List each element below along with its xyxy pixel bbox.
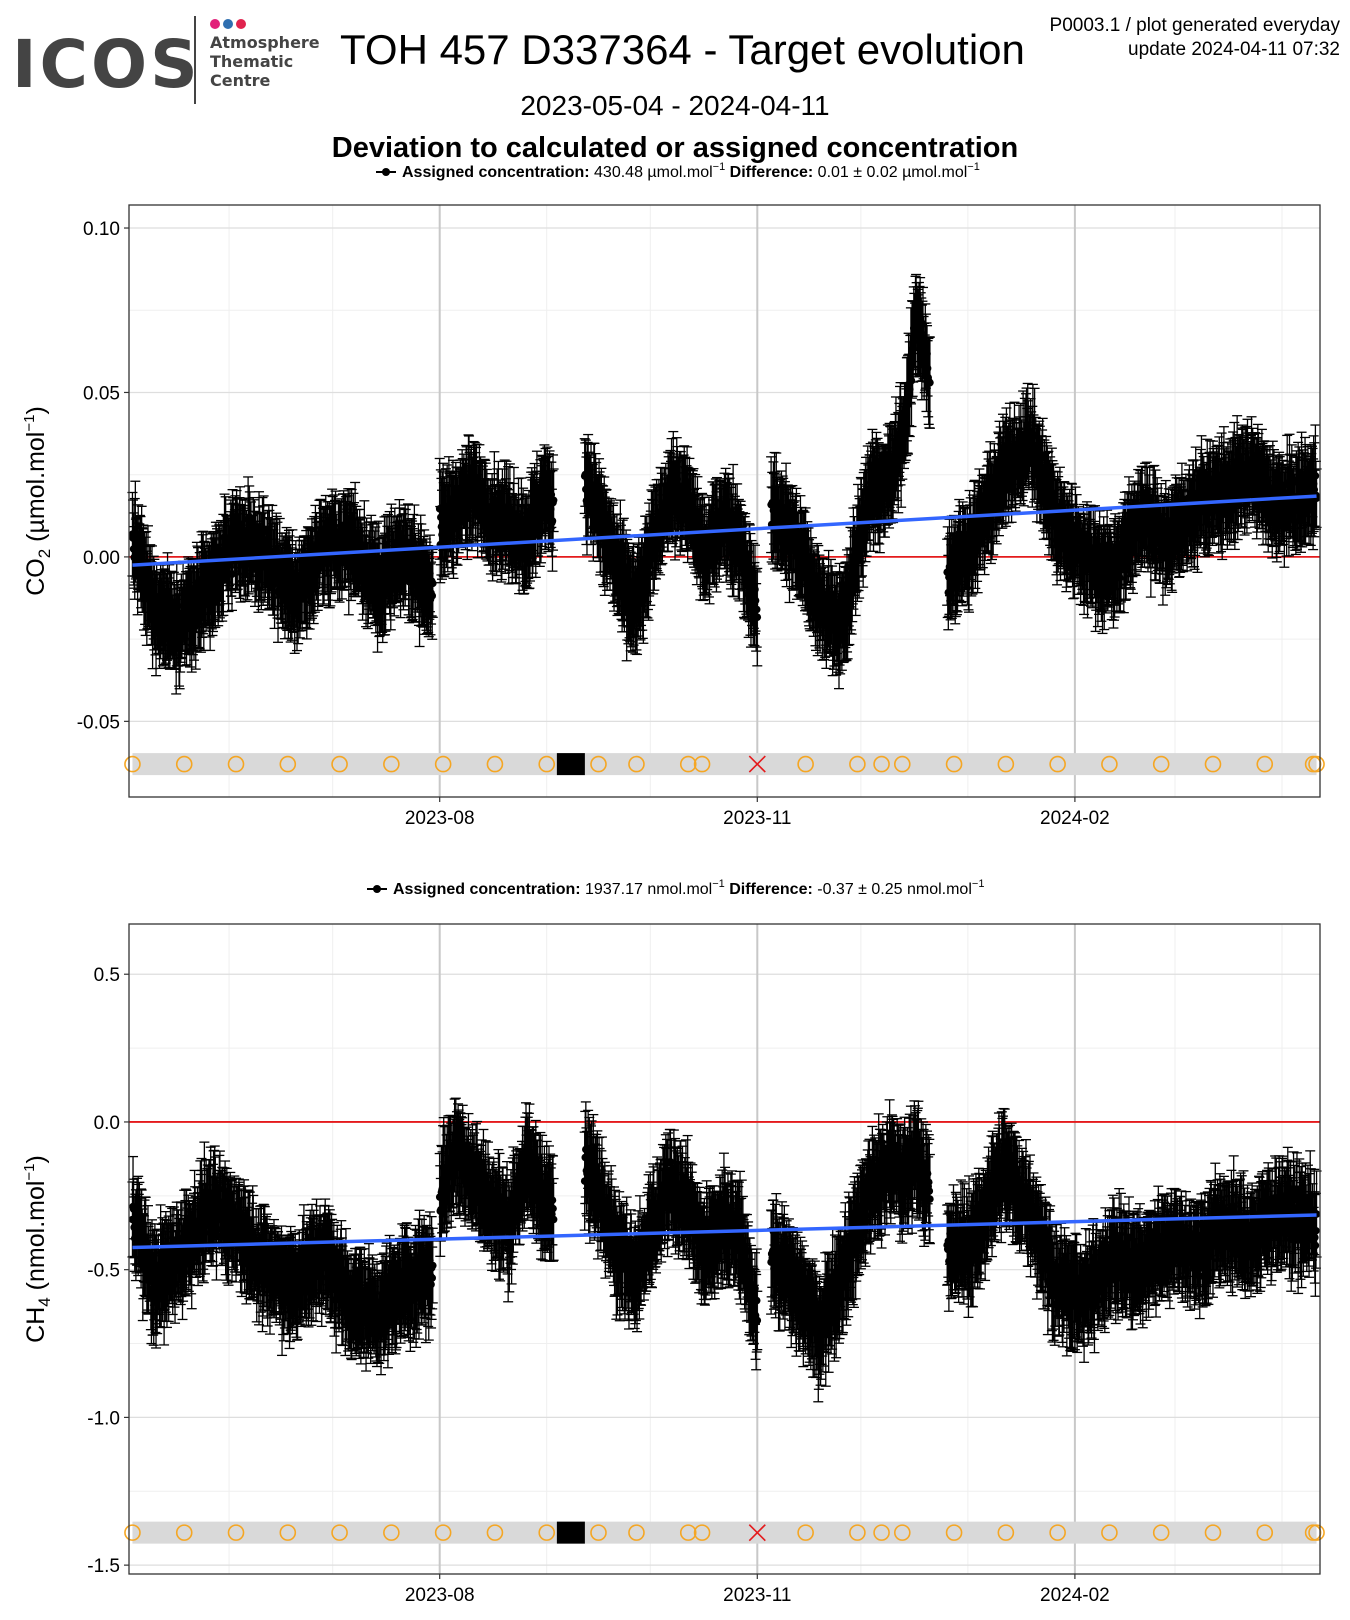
event-circle <box>1152 755 1170 773</box>
co2-chart: Assigned concentration: 430.48 µmol.mol−… <box>21 161 1325 829</box>
logo-dots <box>210 16 249 34</box>
event-circle <box>1256 755 1274 773</box>
event-band <box>132 753 1317 776</box>
legend-marker <box>382 168 390 176</box>
logo-sub-line: Centre <box>210 71 271 90</box>
event-circle <box>1049 755 1066 773</box>
event-circle <box>893 755 911 773</box>
event-circle <box>434 755 452 773</box>
event-circle <box>797 755 814 773</box>
date-range: 2023-05-04 - 2024-04-11 <box>520 90 830 121</box>
event-circle <box>538 755 556 773</box>
data-series <box>127 273 1322 695</box>
event-circle <box>279 755 297 773</box>
logo-dot <box>223 19 233 29</box>
event-circle <box>945 755 963 773</box>
point-marker <box>428 579 437 588</box>
event-circle <box>1101 755 1118 773</box>
event-circle <box>997 755 1015 773</box>
logo-dot <box>210 19 220 29</box>
event-circle <box>331 755 348 773</box>
event-circle <box>486 755 504 773</box>
update-timestamp: update 2024-04-11 07:32 <box>1128 39 1340 60</box>
event-circle <box>873 755 890 773</box>
event-circle <box>590 755 607 773</box>
event-circle <box>628 755 645 773</box>
meta-line: P0003.1 / plot generated everyday <box>1049 15 1340 36</box>
event-cross <box>748 755 766 773</box>
icos-logo: ICOS Atmosphere Thematic Centre <box>12 16 320 106</box>
logo-dot <box>236 19 246 29</box>
logo-subtitle: Atmosphere Thematic Centre <box>210 33 320 90</box>
event-circle <box>175 755 193 773</box>
chart-subtitle: Deviation to calculated or assigned conc… <box>331 132 1019 164</box>
logo-text: ICOS <box>12 26 201 103</box>
cross-stroke <box>748 755 766 773</box>
legend-label: Assigned concentration: 430.48 µmol.mol−… <box>402 161 980 181</box>
logo-sub-line: Thematic <box>210 52 294 71</box>
event-circle <box>124 755 141 773</box>
plot-meta: P0003.1 / plot generated everyday update… <box>1050 14 1340 62</box>
event-square <box>556 753 585 776</box>
event-circle <box>227 755 245 773</box>
event-circle <box>679 755 697 773</box>
event-circle <box>693 755 711 773</box>
logo-divider <box>194 16 196 104</box>
point-marker <box>549 496 558 505</box>
page-title: TOH 457 D337364 - Target evolution <box>340 26 1025 73</box>
chart-legend: Assigned concentration: 430.48 µmol.mol−… <box>376 161 980 181</box>
event-strip <box>124 753 1325 776</box>
event-circle <box>1204 755 1222 773</box>
data-point <box>427 548 438 618</box>
event-circle <box>1308 755 1325 773</box>
event-circle <box>849 755 866 773</box>
event-circle <box>383 755 400 773</box>
logo-sub-line: Atmosphere <box>210 33 320 52</box>
